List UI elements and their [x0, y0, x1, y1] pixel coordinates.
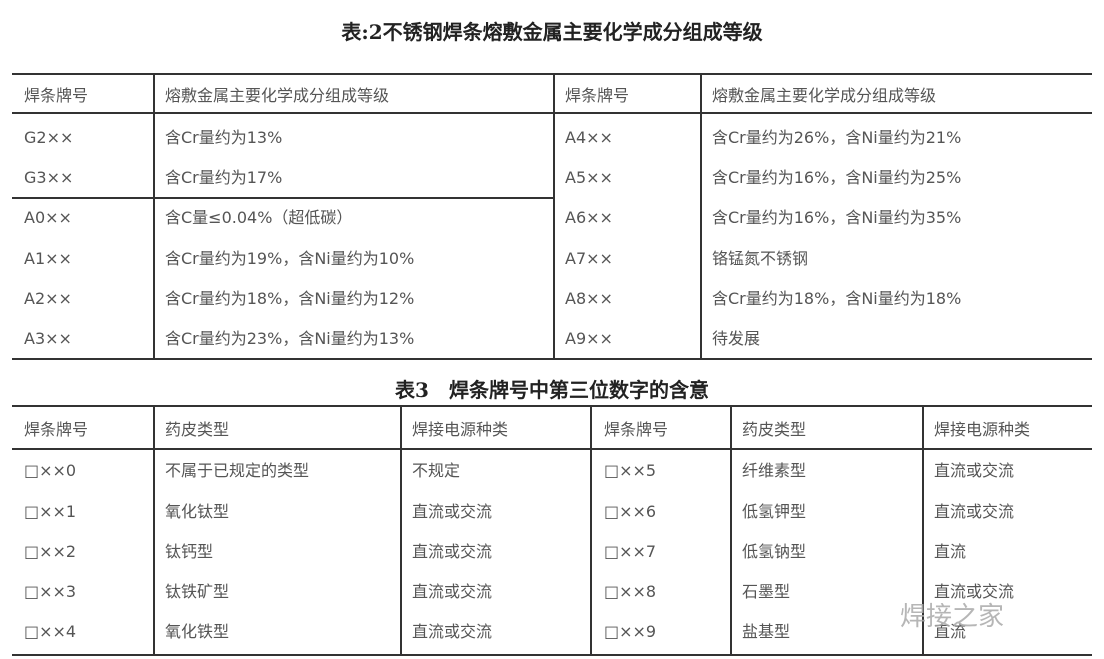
rule [12, 448, 1092, 450]
table3-cell: 盐基型 [742, 622, 791, 641]
table2-cell-code: A7×× [565, 249, 613, 268]
column-divider [153, 405, 155, 655]
rule [12, 654, 1092, 656]
column-divider [153, 73, 155, 360]
table2-cell-desc: 含Cr量约为13% [165, 128, 283, 147]
table2-cell-code: G2×× [24, 128, 74, 147]
table2-cell-code: A8×× [565, 289, 613, 308]
table2-cell-code: A9×× [565, 329, 613, 348]
column-divider [553, 73, 555, 360]
table3-cell: 直流或交流 [412, 542, 493, 561]
column-divider [922, 405, 924, 655]
table3-cell: 直流或交流 [934, 582, 1015, 601]
table2-header: 熔敷金属主要化学成分组成等级 [165, 86, 390, 105]
table2-cell-code: A4×× [565, 128, 613, 147]
table3-cell: □××3 [24, 582, 77, 601]
table2-cell-code: G3×× [24, 168, 74, 187]
table3-cell: 不规定 [412, 461, 461, 480]
table3-cell: □××0 [24, 461, 77, 480]
table3-cell: □××1 [24, 502, 77, 521]
table2-cell-code: A6×× [565, 208, 613, 227]
table2-cell-desc: 含Cr量约为16%，含Ni量约为35% [712, 208, 962, 227]
table3-title: 表3 焊条牌号中第三位数字的含意 [395, 378, 709, 402]
table3-header: 焊接电源种类 [934, 420, 1031, 439]
table3-cell: 纤维素型 [742, 461, 807, 480]
table3-cell: □××9 [604, 622, 657, 641]
column-divider [730, 405, 732, 655]
table3-cell: □××4 [24, 622, 77, 641]
table3-cell: 直流或交流 [412, 582, 493, 601]
table3-header: 焊条牌号 [24, 420, 89, 439]
table2-cell-desc: 含Cr量约为17% [165, 168, 283, 187]
table2-cell-code: A5×× [565, 168, 613, 187]
rule [12, 112, 1092, 114]
watermark-logo: 焊接之家 [900, 602, 1005, 632]
table3-header: 焊接电源种类 [412, 420, 509, 439]
table3-cell: 氧化钛型 [165, 502, 230, 521]
table2-cell-desc: 含Cr量约为18%，含Ni量约为12% [165, 289, 415, 308]
table3-header: 药皮类型 [165, 420, 230, 439]
table3-cell: □××5 [604, 461, 657, 480]
table2-header: 焊条牌号 [565, 86, 630, 105]
table3-cell: 低氢钠型 [742, 542, 807, 561]
rule [12, 197, 553, 199]
table3-cell: 直流 [934, 542, 967, 561]
table2-cell-code: A0×× [24, 208, 72, 227]
table2-header: 焊条牌号 [24, 86, 89, 105]
table3-cell: □××7 [604, 542, 657, 561]
column-divider [590, 405, 592, 655]
rule [12, 73, 1092, 75]
table2-cell-code: A3×× [24, 329, 72, 348]
table3-cell: 钛铁矿型 [165, 582, 230, 601]
rule [12, 405, 1092, 407]
table2-cell-desc: 含Cr量约为19%，含Ni量约为10% [165, 249, 415, 268]
table3-cell: 直流或交流 [934, 461, 1015, 480]
table3-cell: 直流或交流 [412, 502, 493, 521]
table3-cell: 石墨型 [742, 582, 791, 601]
table3-header: 药皮类型 [742, 420, 807, 439]
table3-cell: 低氢钾型 [742, 502, 807, 521]
column-divider [700, 73, 702, 360]
table2-cell-desc: 含Cr量约为26%，含Ni量约为21% [712, 128, 962, 147]
table2-cell-desc: 含C量≤0.04%（超低碳） [165, 208, 353, 227]
table2-cell-desc: 待发展 [712, 329, 761, 348]
table2-cell-desc: 含Cr量约为16%，含Ni量约为25% [712, 168, 962, 187]
table3-cell: 直流或交流 [934, 502, 1015, 521]
table3-cell: □××8 [604, 582, 657, 601]
table2-header: 熔敷金属主要化学成分组成等级 [712, 86, 937, 105]
table3-header: 焊条牌号 [604, 420, 669, 439]
table2-cell-desc: 含Cr量约为23%，含Ni量约为13% [165, 329, 415, 348]
table3-cell: 氧化铁型 [165, 622, 230, 641]
rule [12, 358, 1092, 360]
table3-cell: □××2 [24, 542, 77, 561]
column-divider [400, 405, 402, 655]
table3-cell: 钛钙型 [165, 542, 214, 561]
table3-cell: 直流或交流 [412, 622, 493, 641]
table3-cell: 不属于已规定的类型 [165, 461, 310, 480]
table2-cell-desc: 铬锰氮不锈钢 [712, 249, 809, 268]
table2-cell-code: A1×× [24, 249, 72, 268]
table3-cell: 直流 [934, 622, 967, 641]
table2-cell-desc: 含Cr量约为18%，含Ni量约为18% [712, 289, 962, 308]
table2-cell-code: A2×× [24, 289, 72, 308]
table3-cell: □××6 [604, 502, 657, 521]
table2-title: 表:2不锈钢焊条熔敷金属主要化学成分组成等级 [341, 20, 763, 44]
